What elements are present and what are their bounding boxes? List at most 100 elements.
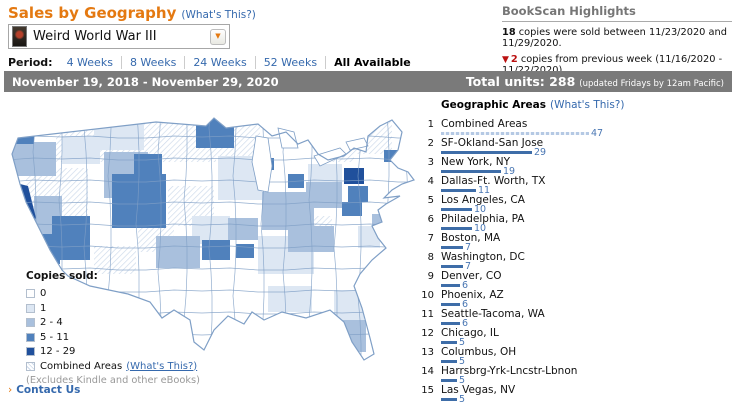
geo-area-value: 10 (474, 204, 487, 215)
geo-area-row: 10 Phoenix, AZ 6 (418, 290, 730, 310)
chevron-down-icon[interactable]: ▼ (210, 28, 226, 45)
legend-row: 1 (26, 303, 200, 314)
legend-swatch (26, 303, 35, 313)
bookscan-line-current: 18 copies were sold between 11/23/2020 a… (502, 27, 732, 49)
geo-area-label: SF-Okland-San Jose (441, 137, 544, 149)
geo-area-label: Las Vegas, NV (441, 384, 516, 396)
geo-list-title: Geographic Areas (441, 99, 546, 111)
geo-area-rank: 2 (427, 138, 434, 149)
geo-area-bar (441, 170, 501, 173)
geo-list-whats-this-link[interactable]: (What's This?) (549, 99, 625, 111)
geo-area-value: 19 (503, 166, 516, 177)
decrease-arrow-icon: ▼ (502, 55, 509, 65)
geo-area-rank: 6 (427, 214, 434, 225)
legend-whats-this-link[interactable]: (What's This?) (126, 360, 198, 372)
geo-area-row: 6 Philadelphia, PA 10 (418, 214, 730, 234)
contact-us-link[interactable]: Contact Us (16, 384, 81, 396)
geo-area-rank: 14 (421, 366, 434, 377)
geo-area-bar (441, 398, 457, 401)
geo-area-value: 5 (459, 394, 466, 405)
geo-area-value: 47 (591, 128, 604, 139)
geo-area-bar (441, 132, 589, 135)
period-option-all-available[interactable]: All Available (334, 56, 411, 69)
date-range-bar: November 19, 2018 - November 29, 2020 To… (4, 71, 732, 92)
bookscan-highlights-title: BookScan Highlights (502, 4, 732, 22)
geo-area-label: Combined Areas (441, 118, 528, 130)
geo-area-row: 14 Harrsbrg-Yrk-Lncstr-Lbnon 5 (418, 366, 730, 386)
page-title: Sales by Geography (What's This?) (8, 4, 256, 22)
geo-area-row: 13 Columbus, OH 5 (418, 346, 730, 367)
geo-area-value: 6 (462, 299, 469, 310)
geo-area-row: 1 Combined Areas 47 (418, 118, 730, 139)
geo-area-label: Dallas-Ft. Worth, TX (441, 175, 546, 187)
legend-label: 1 (40, 302, 47, 314)
geo-area-row: 2 SF-Okland-San Jose 29 (418, 137, 730, 158)
geo-area-bar (441, 303, 460, 306)
period-option-4-weeks[interactable]: 4 Weeks (58, 56, 122, 69)
geo-area-value: 7 (465, 242, 472, 253)
geo-area-label: Seattle-Tacoma, WA (441, 308, 545, 320)
geo-area-rank: 3 (427, 157, 434, 168)
legend-label: 0 (40, 288, 47, 299)
geo-area-value: 29 (534, 147, 547, 158)
geo-area-rank: 5 (427, 195, 434, 206)
legend-combined-label: Combined Areas (40, 360, 123, 372)
legend-combined-row: Combined Areas (What's This?) (26, 361, 200, 372)
copies-sold-value: 18 (502, 27, 516, 38)
geo-area-row: 15 Las Vegas, NV 5 (418, 384, 730, 405)
geo-area-rank: 13 (421, 347, 434, 358)
geo-area-label: Denver, CO (441, 270, 502, 282)
geo-list-header: Geographic Areas (What's This?) (441, 99, 730, 111)
geo-area-row: 7 Boston, MA 7 (418, 232, 730, 253)
geo-area-rank: 10 (421, 290, 434, 301)
contact-us-row: › Contact Us (8, 384, 80, 396)
period-option-52-weeks[interactable]: 52 Weeks (255, 56, 327, 69)
geo-area-label: Los Angeles, CA (441, 194, 525, 206)
legend-swatch (26, 318, 35, 327)
period-selector: Period: 4 Weeks 8 Weeks 24 Weeks 52 Weeks A… (8, 56, 419, 69)
book-title: Weird World War III (33, 29, 157, 44)
total-units-value: 288 (549, 74, 576, 89)
geo-area-value: 5 (459, 337, 466, 348)
copies-sold-text: copies were sold between 11/23/2020 and … (502, 27, 727, 49)
geo-area-row: 11 Seattle-Tacoma, WA 6 (418, 308, 730, 329)
geo-area-label: Columbus, OH (441, 346, 517, 358)
legend-swatch (26, 332, 35, 342)
legend-combined-swatch (26, 361, 35, 371)
book-selector-dropdown[interactable]: Weird World War III ▼ (8, 24, 230, 49)
geo-area-row: 3 New York, NY 19 (418, 156, 730, 177)
copies-change-text: copies from previous week (11/16/2020 - … (502, 54, 723, 76)
legend-footnote: (Excludes Kindle and other eBooks) (26, 375, 200, 386)
title-whats-this-link[interactable]: (What's This?) (181, 9, 256, 21)
geo-area-bar (441, 360, 457, 363)
legend-swatch (26, 347, 35, 356)
geo-area-value: 6 (462, 318, 469, 329)
geo-area-label: Chicago, IL (441, 327, 499, 339)
geo-area-row: 9 Denver, CO 6 (418, 270, 730, 291)
legend-label: 12 - 29 (40, 346, 76, 357)
us-sales-choropleth-map (11, 117, 415, 361)
geo-area-row: 8 Washington, DC 7 (418, 252, 730, 272)
geo-area-value: 7 (465, 261, 472, 272)
geo-area-bar (441, 322, 460, 325)
geo-area-rank: 9 (427, 271, 434, 282)
geo-area-row: 12 Chicago, IL 5 (418, 327, 730, 348)
period-option-8-weeks[interactable]: 8 Weeks (121, 56, 186, 69)
geo-area-bar (441, 189, 476, 192)
geo-rows: 1 Combined Areas 47 2 SF-Okland-San Jose… (418, 118, 730, 405)
geo-area-rank: 15 (421, 385, 434, 396)
period-option-24-weeks[interactable]: 24 Weeks (185, 56, 256, 69)
bookscan-highlights-panel: BookScan Highlights 18 copies were sold … (502, 4, 732, 76)
page-title-text: Sales by Geography (8, 4, 177, 22)
geo-area-rank: 7 (427, 233, 434, 244)
legend-label: 2 - 4 (40, 317, 63, 328)
geo-area-bar (441, 284, 460, 287)
geo-area-label: New York, NY (441, 156, 511, 168)
geo-area-rank: 12 (421, 328, 434, 339)
geo-area-bar (441, 379, 457, 382)
geo-area-row: 5 Los Angeles, CA 10 (418, 194, 730, 215)
geo-area-bar (441, 151, 532, 154)
geo-area-label: Boston, MA (441, 232, 501, 244)
book-cover-thumbnail (12, 26, 27, 47)
